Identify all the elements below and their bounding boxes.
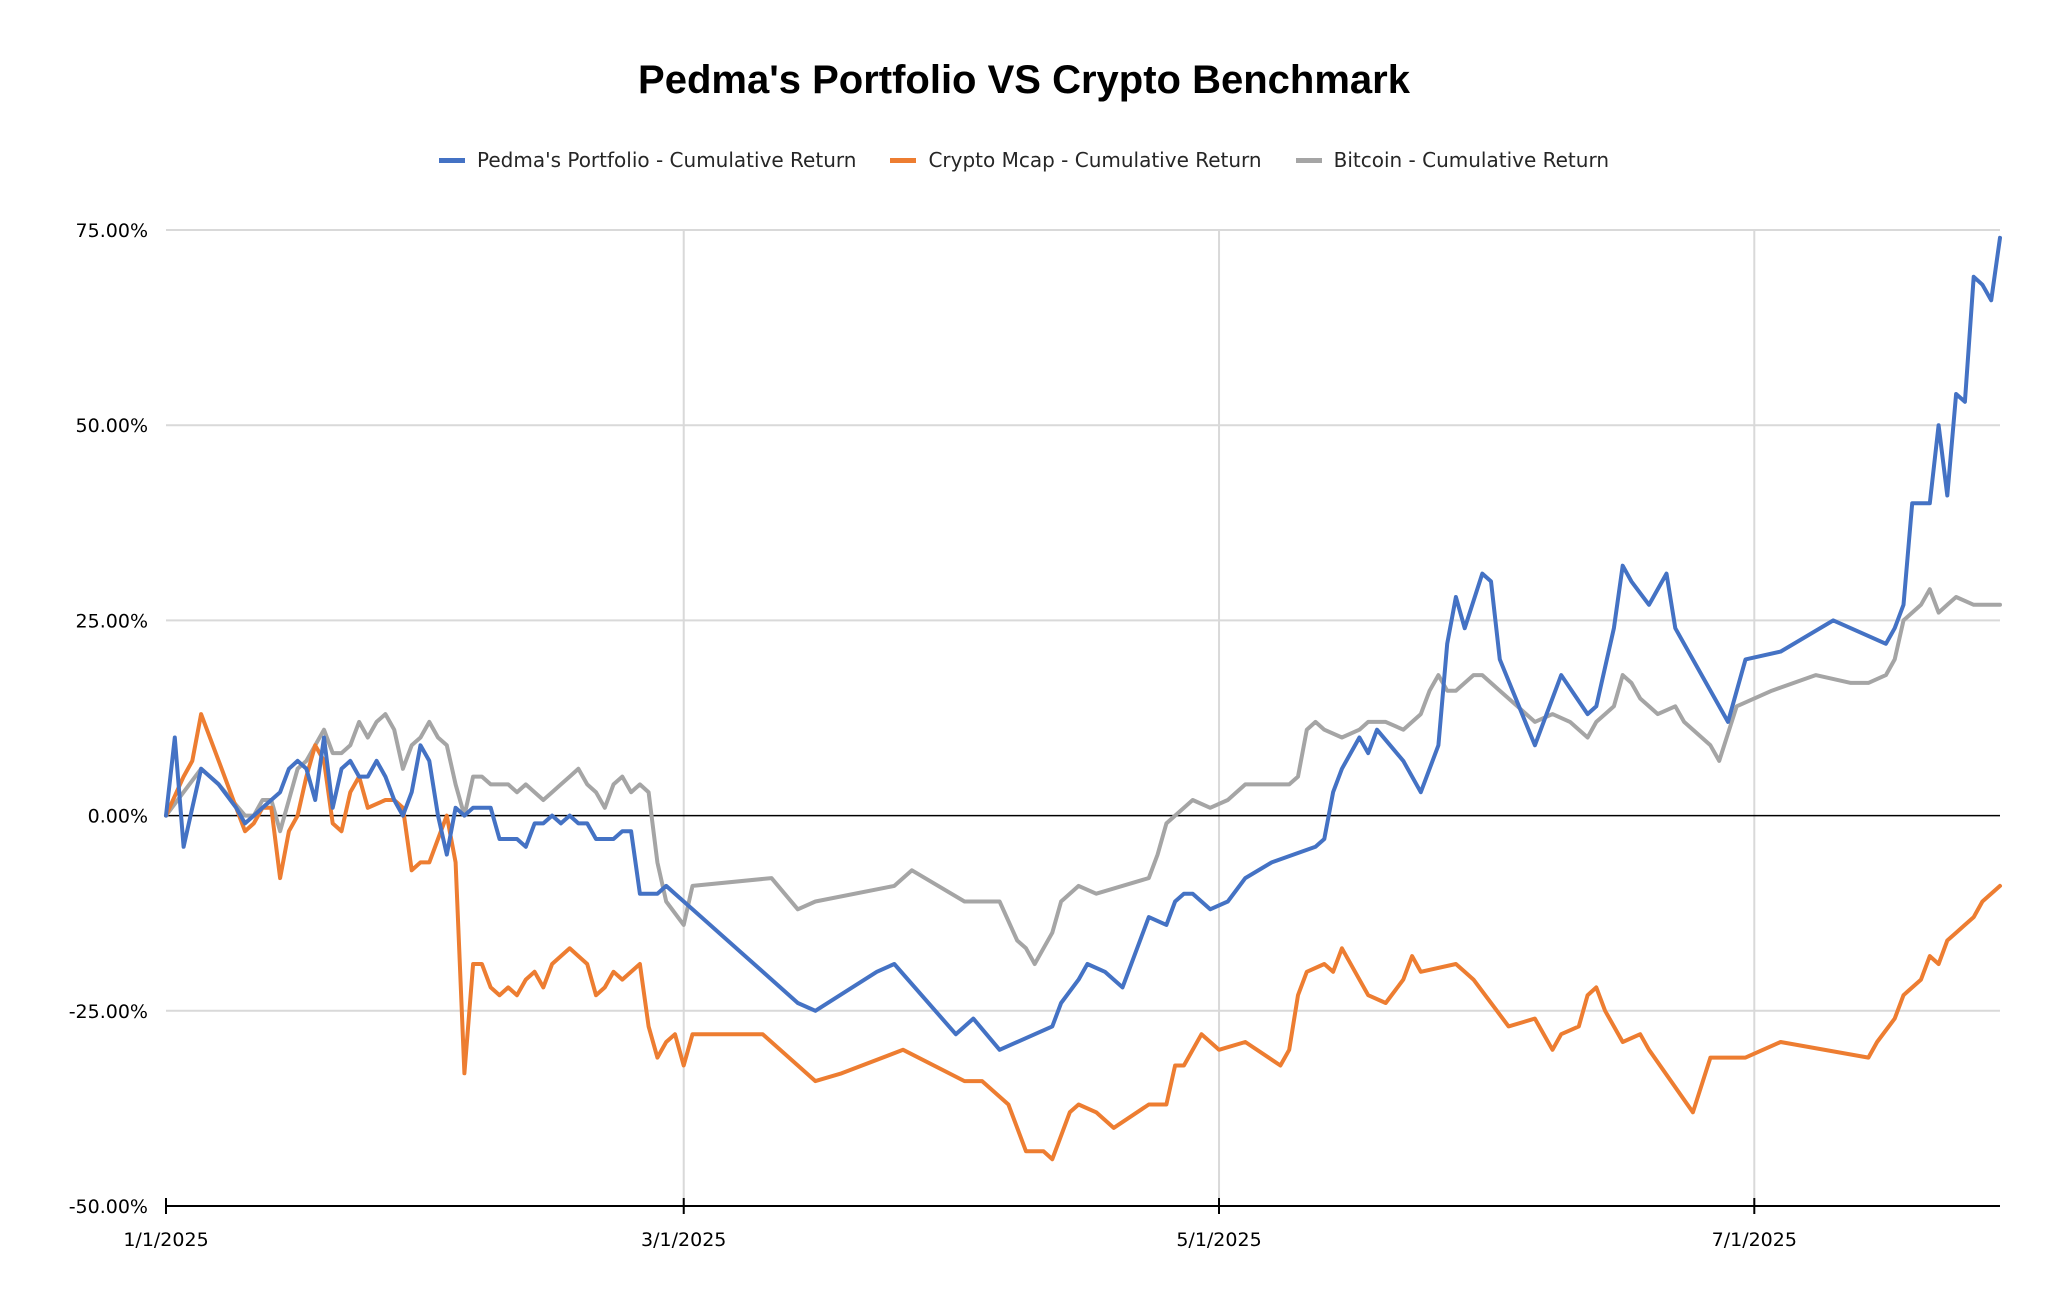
x-tick-label: 7/1/2025 xyxy=(1712,1229,1797,1251)
legend-swatch-bitcoin xyxy=(1295,157,1322,163)
bitcoin-line xyxy=(164,587,2002,966)
y-tick-label: 25.00% xyxy=(76,610,148,632)
crypto-mcap-line xyxy=(164,712,2002,1162)
y-tick-label: 0.00% xyxy=(88,806,148,828)
legend-label-crypto-mcap: Crypto Mcap - Cumulative Return xyxy=(928,148,1262,172)
chart-title: Pedma's Portfolio VS Crypto Benchmark xyxy=(638,58,1410,102)
y-tick-label: 50.00% xyxy=(76,415,148,437)
legend-item-portfolio[interactable]: Pedma's Portfolio - Cumulative Return xyxy=(438,148,857,172)
portfolio-line xyxy=(164,235,2002,1052)
x-tick-label: 3/1/2025 xyxy=(641,1229,726,1251)
x-tick-label: 5/1/2025 xyxy=(1176,1229,1261,1251)
legend: Pedma's Portfolio - Cumulative Return Cr… xyxy=(0,148,2048,172)
x-tick-label: 1/1/2025 xyxy=(123,1229,208,1251)
legend-label-portfolio: Pedma's Portfolio - Cumulative Return xyxy=(476,148,857,172)
legend-item-bitcoin[interactable]: Bitcoin - Cumulative Return xyxy=(1295,148,1609,172)
legend-swatch-portfolio xyxy=(438,157,465,163)
series-lines xyxy=(164,235,2002,1162)
legend-item-crypto-mcap[interactable]: Crypto Mcap - Cumulative Return xyxy=(890,148,1262,172)
y-tick-label: 75.00% xyxy=(76,220,148,242)
y-tick-label: -25.00% xyxy=(69,1001,148,1023)
tick-labels: 75.00% 50.00% 25.00% 0.00% -25.00% -50.00% 1/1… xyxy=(69,220,1797,1251)
axes xyxy=(165,814,2000,1214)
y-tick-label: -50.00% xyxy=(69,1196,148,1218)
legend-label-bitcoin: Bitcoin - Cumulative Return xyxy=(1333,148,1609,172)
gridlines xyxy=(166,229,2000,1206)
legend-swatch-crypto-mcap xyxy=(890,157,917,163)
